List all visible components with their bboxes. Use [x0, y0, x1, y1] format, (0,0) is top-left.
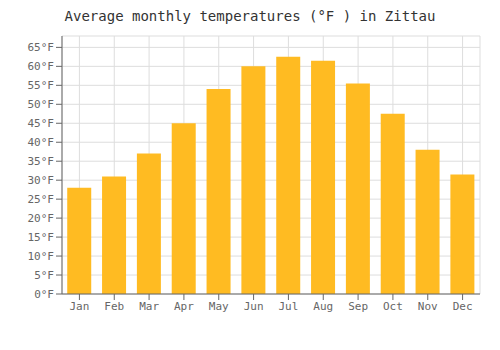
- svg-text:0°F: 0°F: [34, 288, 54, 301]
- svg-text:60°F: 60°F: [28, 60, 55, 73]
- svg-text:10°F: 10°F: [28, 250, 55, 263]
- svg-text:40°F: 40°F: [28, 136, 55, 149]
- svg-text:Apr: Apr: [174, 300, 194, 313]
- svg-text:Nov: Nov: [418, 300, 438, 313]
- svg-text:5°F: 5°F: [34, 269, 54, 282]
- svg-text:20°F: 20°F: [28, 212, 55, 225]
- svg-text:30°F: 30°F: [28, 174, 55, 187]
- svg-text:35°F: 35°F: [28, 155, 55, 168]
- svg-text:Feb: Feb: [104, 300, 124, 313]
- svg-text:Oct: Oct: [383, 300, 403, 313]
- svg-text:Jun: Jun: [244, 300, 264, 313]
- svg-text:Dec: Dec: [453, 300, 473, 313]
- html-text:Average monthly temperatures (: Average monthly temperatures (°F ) in Zi…: [64, 8, 436, 24]
- svg-text:Jul: Jul: [278, 300, 298, 313]
- svg-text:Aug: Aug: [313, 300, 333, 313]
- svg-text:15°F: 15°F: [28, 231, 55, 244]
- svg-text:Mar: Mar: [139, 300, 159, 313]
- svg-text:May: May: [209, 300, 229, 313]
- svg-text:55°F: 55°F: [28, 79, 55, 92]
- svg-text:50°F: 50°F: [28, 98, 55, 111]
- svg-text:25°F: 25°F: [28, 193, 55, 206]
- svg-text:Sep: Sep: [348, 300, 368, 313]
- svg-text:45°F: 45°F: [28, 117, 55, 130]
- svg-text:65°F: 65°F: [28, 41, 55, 54]
- svg-text:Jan: Jan: [69, 300, 89, 313]
